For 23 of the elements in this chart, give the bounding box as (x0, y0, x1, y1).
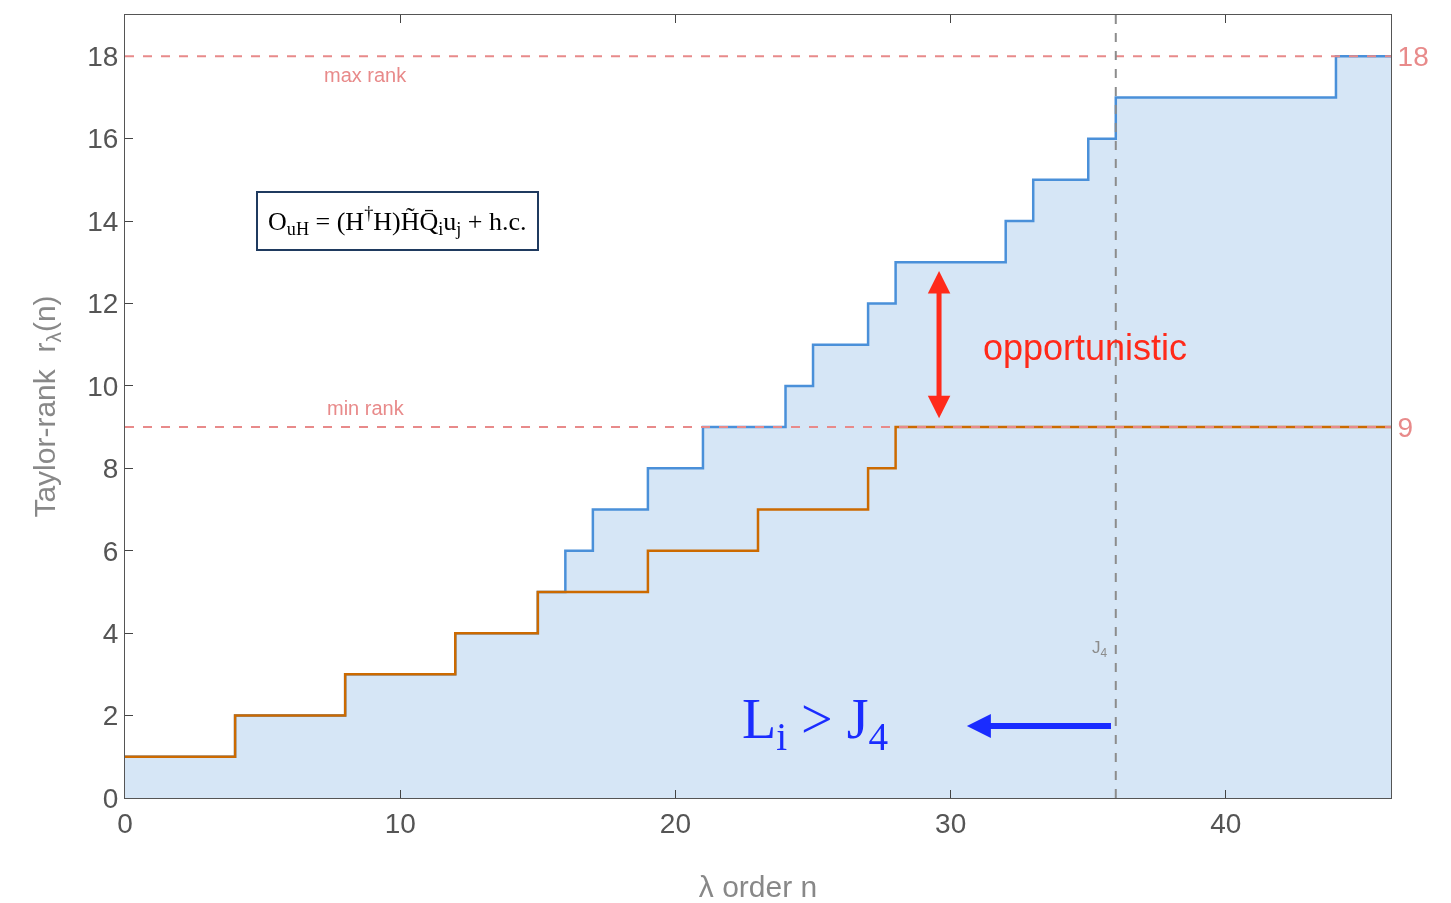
y-tick-label: 14 (87, 205, 119, 237)
y-tick-label: 12 (87, 288, 119, 320)
annotation: L$_{i}$ > J$_{4}$ (742, 688, 889, 758)
x-axis-title: λ order n (698, 870, 818, 903)
x-tick-label: 10 (384, 807, 416, 839)
y-tick-label: 4 (102, 617, 119, 649)
ref-line-label: max rank (324, 64, 408, 86)
y-tick-label: 0 (102, 782, 119, 814)
ref-line-label: min rank (327, 397, 405, 419)
ref-line-label: J$_{4}$ (1092, 638, 1108, 660)
y2-tick-label: 18 (1397, 41, 1429, 73)
x-tick-label: 20 (659, 807, 692, 839)
y-tick-label: 8 (102, 453, 119, 485)
x-tick-label: 40 (1210, 807, 1242, 839)
annotation: opportunistic (983, 327, 1188, 368)
text: O$_{uH}$ = (H$^{†}$H)H̃Q̄$_{i}$u$_{j}$ + h.c. (268, 203, 527, 240)
y-tick-label: 2 (102, 700, 119, 732)
y-tick-label: 10 (87, 370, 119, 402)
y2-tick-label: 9 (1397, 411, 1414, 443)
y-tick-label: 16 (87, 123, 119, 155)
x-tick-label: 30 (935, 807, 967, 839)
y-tick-label: 6 (102, 535, 119, 567)
y-tick-label: 18 (87, 41, 119, 73)
